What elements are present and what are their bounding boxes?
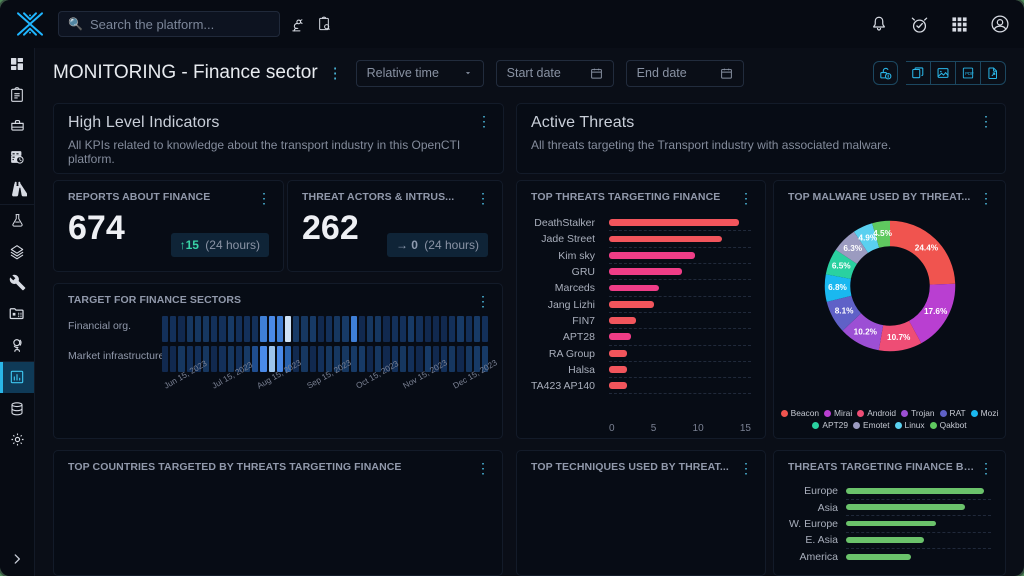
svg-text:6.5%: 6.5% (831, 262, 850, 271)
svg-text:4.5%: 4.5% (873, 229, 892, 238)
svg-text:8.1%: 8.1% (834, 307, 853, 316)
svg-text:6.8%: 6.8% (828, 283, 847, 292)
svg-text:17.6%: 17.6% (923, 307, 947, 316)
svg-text:PDF: PDF (965, 71, 974, 76)
svg-text:24.4%: 24.4% (914, 243, 938, 252)
svg-text:10.2%: 10.2% (853, 328, 877, 337)
svg-text:6.3%: 6.3% (843, 244, 862, 253)
svg-text:10.7%: 10.7% (886, 333, 910, 342)
